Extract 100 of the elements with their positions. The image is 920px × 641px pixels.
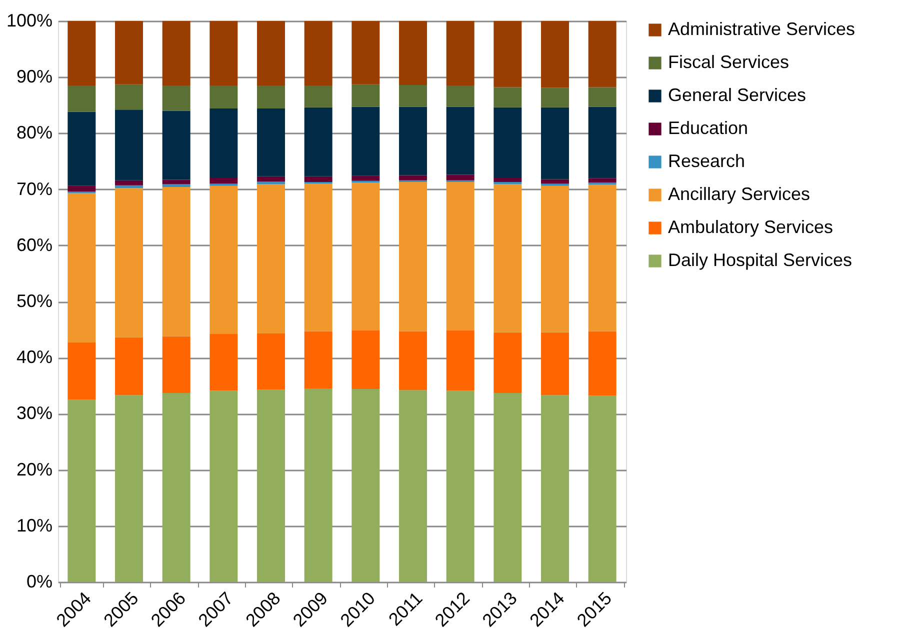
bar [210, 108, 238, 178]
bar [588, 87, 616, 107]
bar [162, 180, 190, 184]
bar [399, 84, 427, 107]
bar [162, 86, 190, 111]
bar [257, 86, 285, 109]
legend-label: General Services [668, 85, 806, 105]
bar [541, 107, 569, 180]
y-tick-label: 70% [16, 178, 52, 199]
bar [588, 331, 616, 396]
bar [162, 187, 190, 336]
bar [399, 182, 427, 332]
bar [68, 86, 96, 112]
bar [257, 390, 285, 582]
bar [162, 110, 190, 180]
bar [446, 21, 474, 86]
bar [399, 175, 427, 180]
bar [352, 84, 380, 107]
legend-label: Research [668, 151, 746, 171]
bar [541, 332, 569, 396]
bar [494, 178, 522, 182]
bar [68, 112, 96, 186]
bar [210, 178, 238, 184]
bar [304, 184, 332, 332]
y-tick-label: 40% [16, 347, 52, 368]
legend-label: Daily Hospital Services [668, 250, 852, 270]
bar [257, 21, 285, 86]
bar [541, 21, 569, 88]
legend-label: Administrative Services [668, 19, 856, 39]
bar [494, 392, 522, 582]
bar [541, 179, 569, 184]
bar [115, 337, 143, 396]
bar [68, 21, 96, 86]
y-tick-label: 50% [16, 291, 52, 311]
bar [446, 106, 474, 175]
bar [257, 184, 285, 334]
bar [304, 21, 332, 86]
legend-label: Education [668, 118, 748, 138]
bar [352, 21, 380, 84]
bar [494, 184, 522, 332]
bar [68, 193, 96, 342]
bar [352, 182, 380, 330]
bar [304, 388, 332, 582]
bar [588, 178, 616, 183]
bar [257, 181, 285, 184]
bar [352, 330, 380, 390]
y-tick-label: 20% [16, 459, 52, 480]
bar [446, 86, 474, 107]
bar [494, 21, 522, 88]
bar [399, 106, 427, 176]
bar [588, 106, 616, 178]
bar [210, 86, 238, 109]
bar [210, 390, 238, 582]
bar [210, 186, 238, 334]
bar [115, 84, 143, 110]
bar [399, 331, 427, 390]
bar [257, 176, 285, 182]
bar [352, 106, 380, 176]
bar [115, 21, 143, 84]
bar [162, 21, 190, 86]
bar [115, 180, 143, 186]
bar [304, 176, 332, 182]
bar [68, 400, 96, 582]
bar [588, 396, 616, 582]
bar [162, 336, 190, 393]
bar [210, 334, 238, 391]
bar [162, 392, 190, 582]
bar [541, 88, 569, 108]
bar [541, 186, 569, 332]
y-tick-label: 0% [26, 572, 52, 592]
bar [115, 110, 143, 180]
bar [210, 21, 238, 86]
bar [352, 176, 380, 181]
bar [588, 21, 616, 88]
bar [588, 184, 616, 332]
bar [115, 395, 143, 582]
y-tick-label: 30% [16, 403, 52, 424]
bar [541, 395, 569, 582]
bar [68, 186, 96, 192]
bar [257, 333, 285, 390]
y-tick-label: 60% [16, 234, 52, 255]
bar [446, 182, 474, 330]
y-tick-label: 100% [6, 10, 52, 30]
y-tick-label: 10% [16, 515, 52, 536]
bar [446, 330, 474, 391]
bar [446, 174, 474, 180]
bar [494, 332, 522, 393]
legend-label: Fiscal Services [668, 52, 790, 72]
bar [115, 188, 143, 338]
legend-label: Ambulatory Services [668, 217, 834, 237]
bar [257, 108, 285, 176]
y-tick-label: 80% [16, 122, 52, 143]
y-tick-label: 90% [16, 66, 52, 87]
legend-label: Ancillary Services [668, 184, 810, 204]
bar [304, 86, 332, 108]
bar [446, 390, 474, 582]
bar [352, 389, 380, 582]
bar [304, 331, 332, 388]
bar [304, 107, 332, 176]
bar [494, 107, 522, 178]
